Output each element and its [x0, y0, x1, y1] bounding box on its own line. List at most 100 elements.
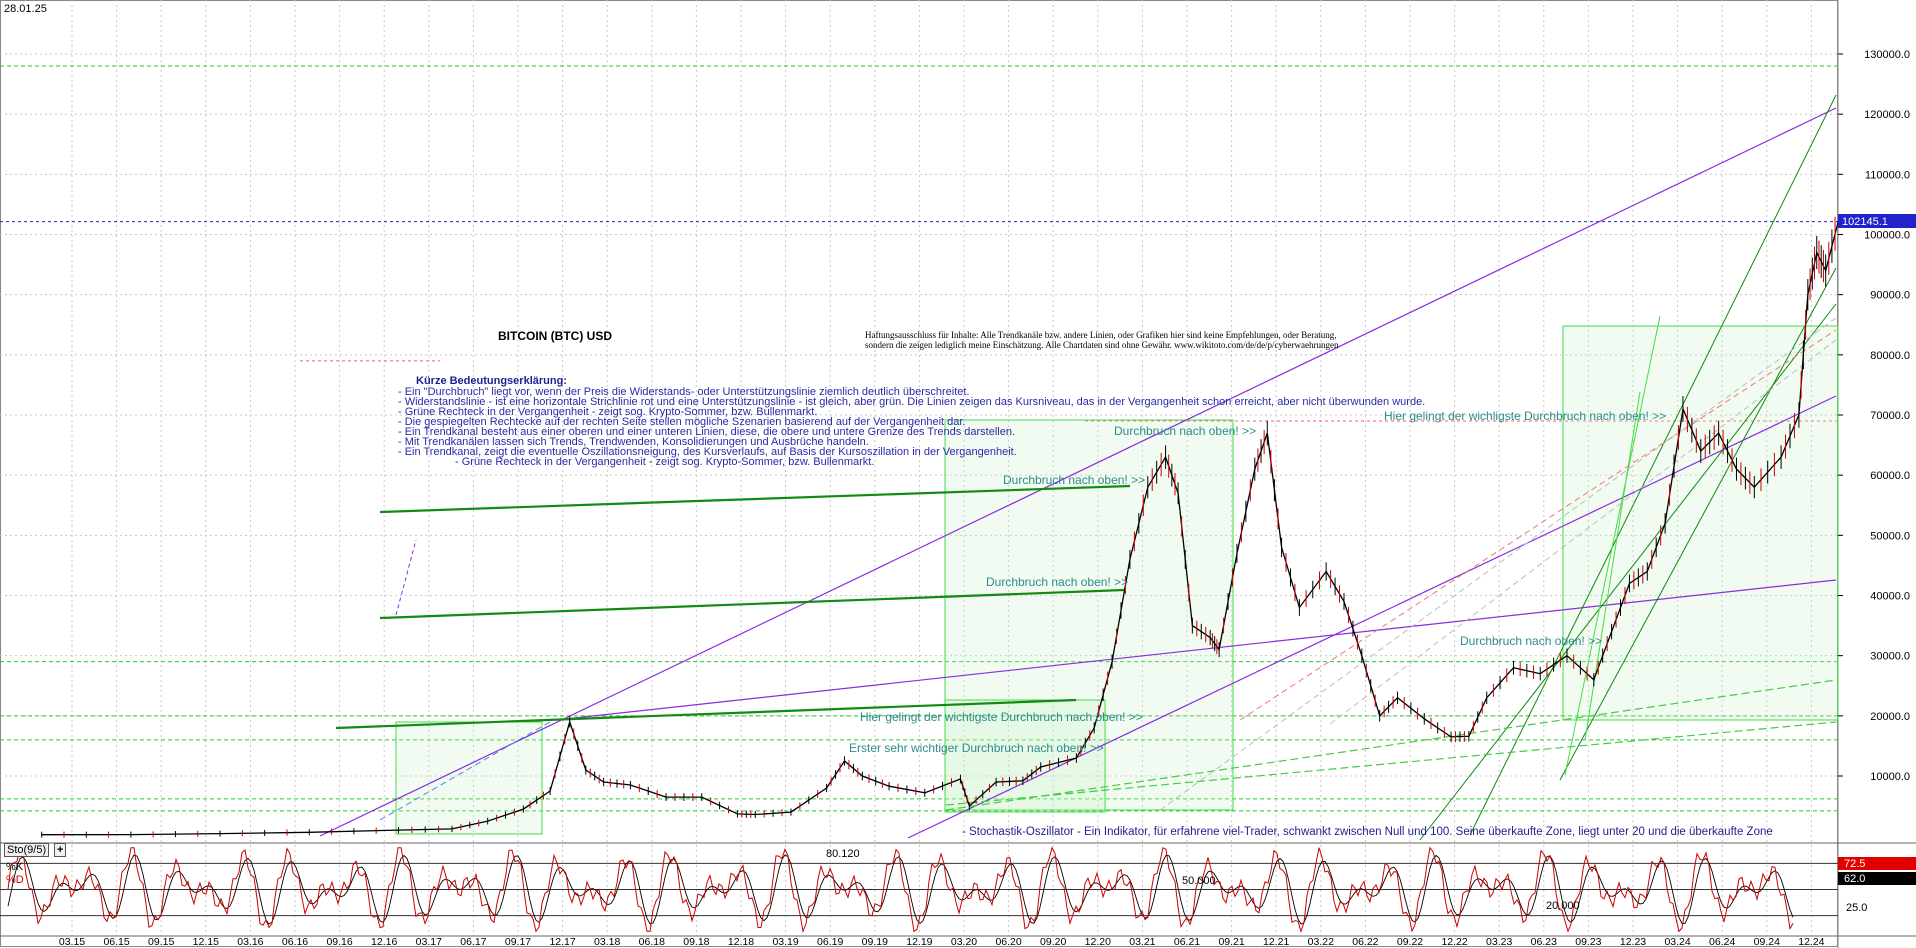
explanation-line: - Grüne Rechteck in der Vergangenheit - … — [398, 406, 817, 418]
annotation-durchbruch-2020a: Durchbruch nach oben! >> — [986, 575, 1128, 589]
bull-market-box — [1562, 325, 1839, 721]
y-tick-label: 40000.0 — [1870, 591, 1910, 603]
stoch-d-label: %D — [6, 874, 24, 886]
x-tick-label: 12.23 — [1620, 936, 1646, 948]
y-tick-label: 10000.0 — [1870, 771, 1910, 783]
x-tick-label: 06.21 — [1174, 936, 1200, 948]
x-tick-label: 12.24 — [1798, 936, 1824, 948]
x-tick-label: 09.21 — [1218, 936, 1244, 948]
x-tick-label: 06.18 — [639, 936, 665, 948]
x-tick-label: 09.16 — [326, 936, 352, 948]
stoch-d-value: 62.0 — [1844, 873, 1865, 885]
x-tick-label: 12.20 — [1085, 936, 1111, 948]
y-tick-label: 120000.0 — [1864, 109, 1910, 121]
annotation-stochastik: - Stochastik-Oszillator - Ein Indikator,… — [962, 826, 1773, 838]
x-tick-label: 09.17 — [505, 936, 531, 948]
x-tick-label: 06.17 — [460, 936, 486, 948]
explanation-heading: Kürze Bedeutungserklärung: — [416, 375, 567, 387]
trend-line-purple — [319, 107, 1837, 837]
x-tick-label: 06.19 — [817, 936, 843, 948]
x-tick-label: 12.16 — [371, 936, 397, 948]
stoch-pane-tab[interactable]: Sto(9/5) — [4, 843, 50, 857]
y-tick-label: 50000.0 — [1870, 530, 1910, 542]
stoch-k-label: %K — [6, 861, 24, 873]
channel-line — [1419, 303, 1837, 841]
y-tick-label: 90000.0 — [1870, 290, 1910, 302]
bull-market-box — [944, 699, 1106, 813]
date-stamp: 28.01.25 — [4, 3, 47, 15]
y-tick-label: 130000.0 — [1864, 49, 1910, 61]
explanation-line: - Die gespiegelten Rechtecke auf der rec… — [398, 416, 965, 428]
explanation-line: - Grüne Rechteck in der Vergangenheit - … — [455, 456, 874, 468]
annotation-durchbruch-2021: Durchbruch nach oben! >> — [1114, 424, 1256, 438]
y-tick-label: 30000.0 — [1870, 651, 1910, 663]
disclaimer-line-2: sondern die zeigen lediglich meine Einsc… — [865, 340, 1339, 350]
plus-icon: + — [57, 844, 64, 856]
y-tick-label: 110000.0 — [1865, 169, 1910, 181]
explanation-line: - Mit Trendkanälen lassen sich Trends, T… — [398, 436, 869, 448]
trend-line-green — [379, 588, 1125, 620]
trend-red-dashed — [1239, 329, 1837, 721]
trend-line-purple-dashed — [395, 539, 417, 616]
price-series — [41, 216, 1839, 838]
channel-line — [1559, 267, 1837, 781]
trend-line-green — [379, 484, 1131, 514]
x-tick-label: 12.18 — [728, 936, 754, 948]
support-trend-dashed — [945, 679, 1837, 811]
x-tick-label: 09.18 — [683, 936, 709, 948]
channel-line — [1469, 94, 1837, 836]
annotation-durchbruch-2020b: Durchbruch nach oben! >> — [1003, 473, 1145, 487]
annotation-erster-2019: Erster sehr wichtiger Durchbruch nach ob… — [849, 741, 1104, 755]
trend-blue-dashed — [379, 721, 551, 821]
main-title: BITCOIN (BTC) USD — [498, 329, 612, 343]
x-tick-label: 03.17 — [416, 936, 442, 948]
x-tick-label: 09.19 — [862, 936, 888, 948]
stoch-k-tag — [1838, 857, 1916, 870]
x-tick-label: 03.16 — [237, 936, 263, 948]
x-tick-label: 03.23 — [1486, 936, 1512, 948]
analysis-drawings — [0, 65, 1839, 841]
last-price-tag — [1838, 214, 1916, 228]
annotation-durchbruch-2023: Durchbruch nach oben! >> — [1460, 634, 1602, 648]
explanation-line: - Ein Trendkanal besteht aus einer obere… — [398, 426, 1015, 438]
y-tick-label: 60000.0 — [1870, 470, 1910, 482]
price-grid — [0, 0, 1839, 948]
x-tick-label: 12.17 — [549, 936, 575, 948]
stoch-add-button[interactable]: + — [54, 843, 67, 857]
stoch-d-tag — [1838, 872, 1916, 885]
stochastic-pane — [0, 842, 1916, 937]
y-tick-label: 100000.0 — [1864, 230, 1910, 242]
x-tick-label: 06.24 — [1709, 936, 1735, 948]
x-tick-label: 12.21 — [1263, 936, 1289, 948]
stoch-d-line — [7, 854, 1794, 925]
annotations: Durchbruch nach oben! >> Durchbruch nach… — [849, 409, 1666, 755]
stoch-level-50: 50.000 — [1182, 875, 1216, 887]
support-trend-dashed — [945, 721, 1837, 806]
explanation-line: - Ein "Durchbruch" liegt vor, wenn der P… — [398, 386, 970, 398]
x-tick-label: 06.20 — [995, 936, 1021, 948]
trend-line-purple — [907, 395, 1837, 839]
annotation-wichtigste-2024: Hier gelingt der wichligste Durchbruch n… — [1384, 409, 1666, 423]
stoch-level-80: 80.120 — [826, 848, 860, 860]
y-tick-label: 20000.0 — [1870, 711, 1910, 723]
x-tick-label: 06.23 — [1531, 936, 1557, 948]
stoch-axis-25: 25.0 — [1846, 902, 1867, 914]
x-tick-label: 06.16 — [282, 936, 308, 948]
annotation-wichtigste-2020: Hier gelingt der wichtigste Durchbruch n… — [860, 710, 1143, 724]
x-tick-label: 12.19 — [906, 936, 932, 948]
x-tick-label: 03.24 — [1664, 936, 1690, 948]
disclaimer-line-1: Haftungsausschluss für Inhalte: Alle Tre… — [865, 330, 1337, 340]
y-tick-label: 70000.0 — [1870, 410, 1910, 422]
x-tick-label: 09.22 — [1397, 936, 1423, 948]
x-tick-label: 03.15 — [59, 936, 85, 948]
x-tick-label: 09.24 — [1754, 936, 1780, 948]
x-tick-label: 06.15 — [103, 936, 129, 948]
explanation-line: - Widerstandslinie - ist eine horizontal… — [398, 396, 1425, 408]
stoch-k-value: 72.5 — [1844, 858, 1865, 870]
trend-grey-dashed — [1329, 339, 1837, 725]
x-tick-label: 03.20 — [951, 936, 977, 948]
y-tick-label: 80000.0 — [1870, 350, 1910, 362]
x-tick-label: 09.15 — [148, 936, 174, 948]
